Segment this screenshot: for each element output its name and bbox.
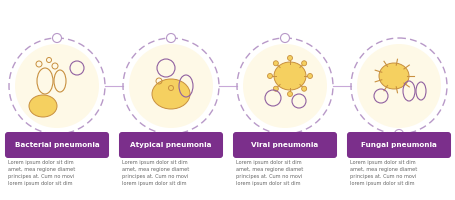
Circle shape <box>301 86 306 91</box>
Circle shape <box>52 33 61 43</box>
Text: Viral pneumonia: Viral pneumonia <box>251 142 318 148</box>
Circle shape <box>273 61 278 66</box>
Circle shape <box>166 33 175 43</box>
FancyBboxPatch shape <box>5 132 109 158</box>
Circle shape <box>287 55 292 60</box>
FancyBboxPatch shape <box>346 132 450 158</box>
Circle shape <box>15 44 99 128</box>
Circle shape <box>287 92 292 97</box>
Ellipse shape <box>29 95 57 117</box>
Text: Lorem ipsum dolor sit dim
amet, mea regione diamet
principes at. Cum no movi
lor: Lorem ipsum dolor sit dim amet, mea regi… <box>8 160 75 186</box>
FancyBboxPatch shape <box>233 132 336 158</box>
Ellipse shape <box>152 79 190 109</box>
Circle shape <box>280 33 289 43</box>
Circle shape <box>243 44 326 128</box>
Text: Lorem ipsum dolor sit dim
amet, mea regione diamet
principes at. Cum no movi
lor: Lorem ipsum dolor sit dim amet, mea regi… <box>349 160 416 186</box>
Circle shape <box>307 73 312 78</box>
Circle shape <box>273 86 278 91</box>
Circle shape <box>394 130 403 138</box>
Circle shape <box>267 73 272 78</box>
Text: Lorem ipsum dolor sit dim
amet, mea regione diamet
principes at. Cum no movi
lor: Lorem ipsum dolor sit dim amet, mea regi… <box>236 160 303 186</box>
Circle shape <box>356 44 440 128</box>
Circle shape <box>301 61 306 66</box>
Ellipse shape <box>378 63 408 89</box>
FancyBboxPatch shape <box>119 132 222 158</box>
Text: Fungal pneumonia: Fungal pneumonia <box>360 142 436 148</box>
Circle shape <box>129 44 212 128</box>
Text: Bacterial pneumonia: Bacterial pneumonia <box>15 142 99 148</box>
Text: Lorem ipsum dolor sit dim
amet, mea regione diamet
principes at. Cum no movi
lor: Lorem ipsum dolor sit dim amet, mea regi… <box>121 160 189 186</box>
Ellipse shape <box>273 62 305 90</box>
Text: Atypical pneumonia: Atypical pneumonia <box>130 142 211 148</box>
